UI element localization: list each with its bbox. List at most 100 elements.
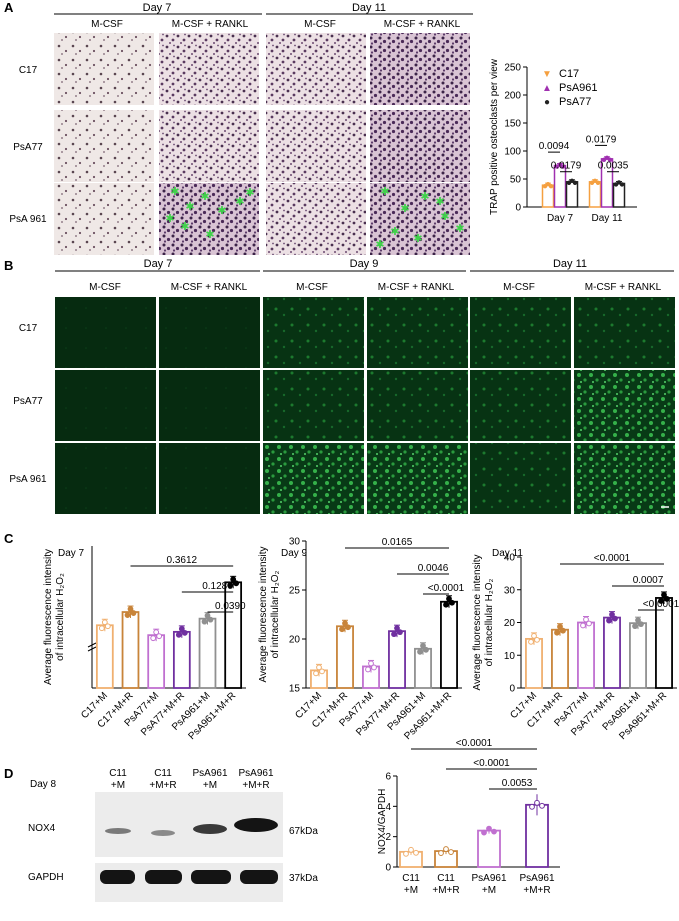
osteoclast-marker: ✱ (380, 186, 389, 198)
osteoclast-marker: ✱ (375, 239, 384, 251)
panel-b: B Day 7 Day 9 Day 11 M-CSF M-CSF + RANKL M… (4, 258, 675, 514)
data-point (554, 629, 560, 636)
y-axis-label-line-2: of intracellular H₂O₂ (484, 578, 495, 666)
chart-title: Day 11 (492, 548, 523, 559)
panel-d: D Day 8 C11 C11 PsA961 PsA961+M +M+R +M +M+R N… (4, 738, 560, 902)
panel-b-row-3: PsA 961 (9, 474, 47, 485)
bar (95, 624, 114, 689)
data-point (572, 180, 578, 185)
trap-image-r2-c1 (54, 110, 154, 182)
data-point (586, 620, 592, 627)
bar (612, 182, 626, 208)
bar (565, 181, 579, 208)
blot-size-67kda: 67kDa (289, 826, 318, 837)
data-point (339, 626, 345, 633)
osteoclast-marker: ✱ (440, 211, 449, 223)
panel-b-day-9: Day 9 (350, 258, 379, 270)
p-value-label: 0.3612 (167, 555, 198, 566)
y-tick-label: 20 (289, 635, 301, 646)
data-point (557, 623, 563, 630)
y-tick-label: 0 (509, 684, 515, 695)
bar (629, 622, 647, 689)
data-point (539, 802, 545, 809)
x-tick-label: PsA961+M+R (617, 690, 669, 742)
fluorescence-col-header: M-CSF (296, 282, 328, 293)
y-tick-label: 15 (289, 684, 301, 695)
data-point (345, 624, 351, 631)
trap-micrograph-grid: ✱✱✱✱✱✱✱✱✱ ✱✱✱✱✱✱✱✱✱ (54, 33, 470, 255)
fluorescence-image-r3-c3 (263, 443, 364, 514)
panel-d-letter: D (4, 766, 13, 781)
data-point (368, 660, 374, 667)
data-point (124, 612, 131, 618)
trap-image-r1-c1 (54, 33, 154, 105)
y-axis-label-line-1: Average fluorescence intensity (43, 549, 54, 685)
blot-lane-label: PsA961 (238, 768, 273, 779)
bar (198, 617, 217, 689)
y-tick-label: 100 (504, 147, 521, 158)
x-tick-label: Day 11 (592, 213, 623, 224)
fluorescence-image-r2-c3 (263, 370, 364, 441)
data-point (491, 828, 497, 835)
trap-image-r3-c2 (159, 183, 259, 255)
bar (147, 634, 166, 689)
panel-b-day-11: Day 11 (553, 258, 587, 270)
data-point (316, 664, 322, 671)
data-point (420, 642, 426, 649)
osteoclast-marker: ✱ (420, 191, 429, 203)
osteoclast-marker: ✱ (180, 221, 189, 233)
data-point (481, 829, 487, 836)
panel-c-letter: C (4, 531, 14, 546)
data-point (446, 595, 452, 602)
blot-lane-label: C11 (109, 768, 127, 779)
fluorescence-image-r2-c4 (367, 370, 468, 441)
data-point (612, 615, 618, 622)
panel-a-col-2: M-CSF + RANKL (172, 19, 249, 30)
y-tick-label: 4 (385, 802, 391, 813)
trap-image-r2-c2 (159, 110, 259, 182)
panel-a-col-3: M-CSF (304, 19, 336, 30)
fluorescence-image-r1-c1 (55, 297, 156, 368)
data-point (534, 799, 540, 806)
fluorescence-col-header: M-CSF + RANKL (585, 282, 662, 293)
data-point (104, 623, 111, 630)
y-tick-label: 25 (289, 586, 301, 597)
fluorescence-col-header: M-CSF + RANKL (378, 282, 455, 293)
p-value-label: <0.0001 (456, 738, 493, 749)
osteoclast-marker: ✱ (235, 196, 244, 208)
panel-a: A Day 7 Day 11 M-CSF M-CSF + RANKL M-CSF… (4, 0, 637, 255)
data-point (98, 625, 105, 632)
blot-lane-label: C11 (154, 768, 172, 779)
trap-image-r1-c4 (370, 33, 470, 105)
data-point (150, 635, 157, 642)
trap-image-r1-c2 (159, 33, 259, 105)
legend-marker: ▼ (542, 69, 552, 80)
fluorescence-image-r3-c6 (574, 443, 675, 514)
panel-a-letter: A (4, 0, 14, 15)
legend-label: PsA77 (559, 96, 591, 108)
bar (336, 625, 354, 689)
panel-a-col-1: M-CSF (91, 19, 123, 30)
y-axis-label: TRAP positive osteoclasts per view (489, 58, 500, 215)
data-point (606, 617, 612, 624)
data-point (408, 846, 414, 853)
blot-label-gapdh: GAPDH (28, 872, 64, 883)
y-axis-label-line-1: Average fluorescence intensity (258, 546, 269, 682)
fluorescence-image-r2-c5 (470, 370, 571, 441)
y-tick-label: 40 (504, 553, 516, 564)
data-point (638, 621, 644, 628)
panel-a-row-3: PsA 961 (9, 214, 47, 225)
fluorescence-image-r1-c5 (470, 297, 571, 368)
legend-label: PsA961 (559, 82, 598, 94)
data-point (448, 849, 454, 855)
p-value-label: 0.0035 (598, 161, 629, 172)
data-point (153, 629, 160, 636)
p-value-label: <0.0001 (594, 553, 631, 564)
panel-a-row-1: C17 (19, 65, 38, 76)
bar (541, 184, 555, 208)
osteoclast-marker: ✱ (217, 205, 226, 217)
data-point (560, 164, 566, 169)
bar (655, 597, 673, 689)
data-point (548, 183, 554, 189)
